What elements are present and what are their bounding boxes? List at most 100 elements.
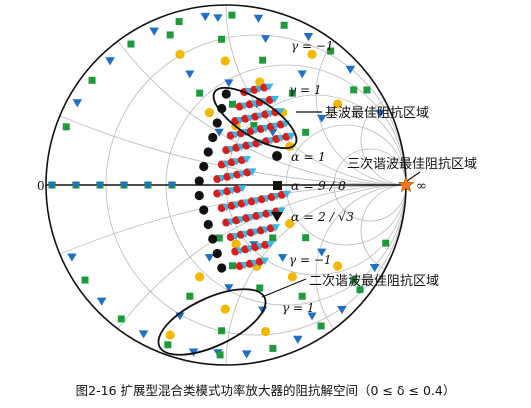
- alpha-2-sqrt3-label: α = 2 / √3: [291, 209, 354, 224]
- blue-triangle-marker: [297, 70, 307, 79]
- blue-triangle-marker: [200, 12, 211, 22]
- reactance-arc: [46, 184, 406, 365]
- cyan-solution-triangle: [286, 132, 296, 141]
- green-square-marker: [302, 234, 310, 242]
- axis-triangle-marker: [119, 182, 129, 190]
- green-square-marker: [216, 351, 224, 359]
- cyan-solution-triangle: [270, 95, 280, 104]
- alpha-2-sqrt3-legend-triangle: [271, 212, 283, 222]
- green-square-marker: [269, 234, 277, 242]
- alpha-1-dot: [194, 176, 204, 186]
- cyan-solution-triangle: [237, 185, 247, 193]
- alpha-1-dot: [217, 263, 227, 273]
- cyan-solution-triangle: [275, 108, 285, 116]
- alpha-1-dot: [199, 161, 209, 172]
- blue-triangle-marker: [369, 264, 380, 273]
- alpha-1-dot: [221, 89, 231, 99]
- reactance-arc: [315, 184, 406, 365]
- green-square-marker: [81, 276, 89, 284]
- alpha-1-dot: [203, 219, 213, 230]
- green-square-marker: [280, 21, 288, 29]
- cyan-solution-triangle: [265, 240, 275, 249]
- blue-triangle-marker: [303, 32, 314, 42]
- alpha-9-8-legend-square: [273, 181, 282, 190]
- blue-triangle-marker: [345, 65, 356, 74]
- alpha-1-dot: [208, 234, 218, 244]
- alpha-1-legend-dot: [272, 151, 282, 161]
- cyan-solution-triangle: [264, 83, 274, 91]
- green-square-marker: [288, 89, 296, 97]
- green-square-marker: [186, 292, 194, 300]
- smith-chart-figure: 0 ∞ γ = −1 γ = 1 γ = −1 γ = 1 α = 1 α = …: [37, 4, 477, 366]
- green-square-marker: [317, 322, 325, 330]
- yellow-dot-marker: [220, 304, 230, 314]
- second-harmonic-region-label: 二次谐波最佳阻抗区域: [309, 273, 439, 289]
- green-square-marker: [228, 262, 236, 270]
- blue-triangle-marker: [149, 27, 159, 36]
- blue-triangle-marker: [317, 248, 327, 257]
- yellow-dot-marker: [231, 239, 241, 249]
- alpha-1-dot: [203, 147, 213, 157]
- gamma-neg1-bottom-label: γ = −1: [289, 253, 332, 267]
- green-square-marker: [218, 327, 226, 335]
- blue-triangle-marker: [337, 305, 347, 315]
- blue-triangle-marker: [213, 14, 223, 23]
- yellow-dot-marker: [165, 330, 175, 340]
- figure-caption: 图2-16 扩展型混合类模式功率放大器的阻抗解空间（0 ≤ δ ≤ 0.4）: [75, 383, 456, 398]
- cyan-solution-triangle: [271, 224, 281, 232]
- green-square-marker: [228, 100, 236, 108]
- green-square-marker: [350, 276, 358, 284]
- alpha-1-dot: [194, 190, 204, 201]
- green-square-marker: [228, 11, 236, 19]
- blue-triangle-marker: [224, 79, 234, 88]
- alpha-1-dot: [212, 118, 222, 128]
- green-square-marker: [327, 47, 335, 55]
- blue-triangle-marker: [241, 350, 252, 359]
- yellow-dot-marker: [307, 49, 317, 59]
- blue-triangle-marker: [260, 35, 271, 44]
- yellow-dot-marker: [220, 56, 230, 66]
- green-square-marker: [382, 239, 390, 247]
- infinity-label: ∞: [416, 179, 427, 194]
- alpha-1-label: α = 1: [291, 149, 326, 164]
- green-square-marker: [269, 344, 277, 352]
- axis-triangle-marker: [47, 182, 57, 190]
- axis-triangle-marker: [167, 182, 177, 190]
- green-square-marker: [218, 35, 226, 43]
- alpha-1-dot: [208, 132, 218, 143]
- green-square-marker: [356, 286, 364, 294]
- green-square-marker: [175, 18, 183, 26]
- blue-triangle-marker: [375, 109, 385, 118]
- reactance-arc: [360, 94, 406, 186]
- blue-triangle-marker: [96, 297, 107, 306]
- cyan-solution-triangle: [242, 156, 252, 164]
- zero-label: 0: [37, 179, 45, 193]
- blue-triangle-marker: [317, 114, 327, 123]
- green-square-marker: [127, 40, 135, 48]
- second-harmonic-pointer: [261, 278, 307, 298]
- green-square-marker: [164, 341, 172, 349]
- green-square-marker: [196, 89, 204, 97]
- green-square-marker: [363, 86, 371, 94]
- blue-triangle-marker: [185, 70, 195, 79]
- yellow-dot-marker: [333, 99, 343, 109]
- yellow-dot-marker: [333, 261, 343, 271]
- alpha-9-8-label: α = 9 / 8: [291, 178, 346, 193]
- second-harmonic-region-ellipse: [157, 288, 267, 356]
- blue-triangle-marker: [307, 312, 317, 321]
- reactance-arc: [315, 5, 406, 186]
- yellow-dot-marker: [195, 272, 205, 282]
- gamma-1-bottom-label: γ = 1: [282, 301, 315, 315]
- yellow-dot-marker: [204, 107, 215, 118]
- green-square-marker: [350, 86, 358, 94]
- axis-triangle-marker: [95, 182, 105, 190]
- yellow-dot-marker: [175, 49, 185, 59]
- infinity-star-marker: [397, 176, 415, 193]
- cyan-solution-triangle: [282, 190, 292, 199]
- green-square-marker: [298, 292, 306, 300]
- alpha-1-dot: [212, 248, 222, 259]
- green-square-marker: [117, 315, 125, 323]
- gamma-1-top-label: γ = 1: [289, 83, 322, 97]
- cyan-solution-triangle: [247, 168, 257, 176]
- reactance-arc: [360, 184, 406, 276]
